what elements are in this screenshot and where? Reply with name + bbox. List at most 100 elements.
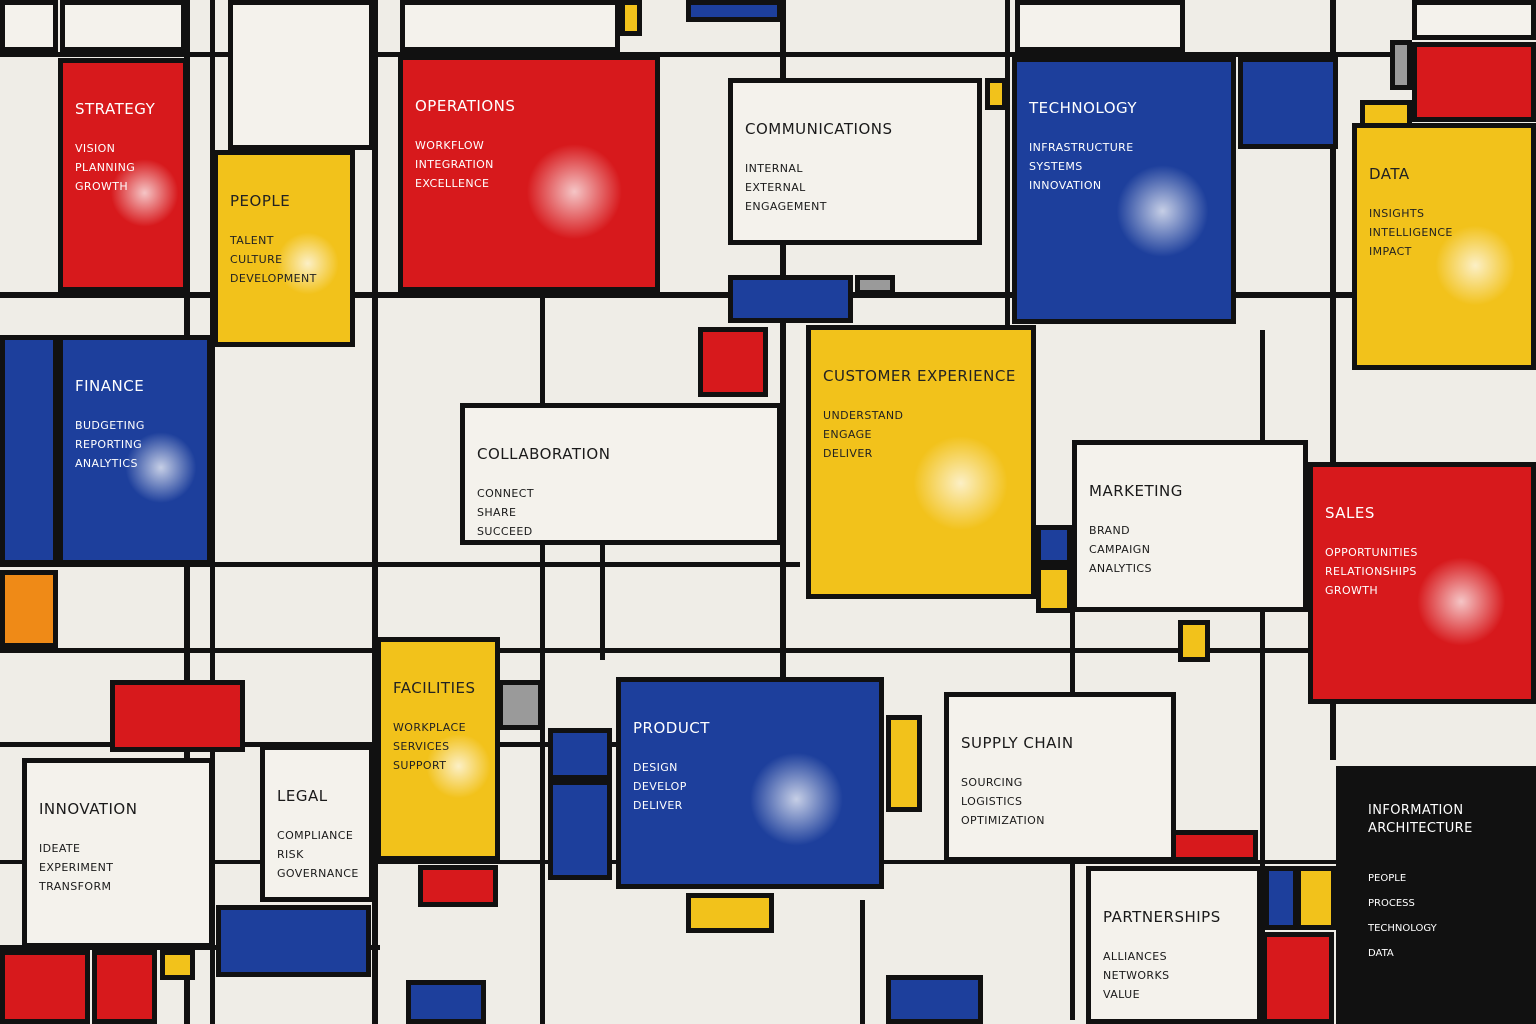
legend-label: TECHNOLOGY (1368, 923, 1437, 934)
panel-item: TALENT (230, 234, 274, 247)
grid-line (600, 540, 605, 660)
block (548, 728, 612, 780)
grid-line (0, 648, 1536, 653)
block (886, 715, 922, 812)
grid-line (210, 0, 215, 1024)
block (1264, 866, 1298, 930)
panel: PARTNERSHIPS ALLIANCES NETWORKS VALUE (1086, 866, 1262, 1024)
legend-label: PEOPLE (1368, 873, 1407, 884)
panel: INNOVATION IDEATE EXPERIMENT TRANSFORM (22, 758, 214, 948)
panel-item: SUCCEED (477, 525, 533, 538)
block (0, 950, 90, 1024)
panel-item: SERVICES (393, 740, 450, 753)
panel-item: INFRASTRUCTURE (1029, 141, 1134, 154)
panel-item: INNOVATION (1029, 179, 1102, 192)
panel: SALES OPPORTUNITIES RELATIONSHIPS GROWTH (1308, 462, 1536, 704)
block (0, 0, 58, 52)
panel-item: ANALYTICS (75, 457, 138, 470)
panel: CUSTOMER EXPERIENCE UNDERSTAND ENGAGE DELIV… (806, 325, 1036, 599)
panel-item: DEVELOPMENT (230, 272, 317, 285)
panel-item: DELIVER (633, 799, 683, 812)
panel-item: LOGISTICS (961, 795, 1023, 808)
panel-title: SALES (1325, 504, 1375, 522)
panel-title: PARTNERSHIPS (1103, 908, 1221, 926)
block (498, 680, 543, 730)
block (110, 680, 245, 752)
panel-item: ENGAGE (823, 428, 872, 441)
grid-line (780, 0, 786, 700)
block (1390, 40, 1412, 90)
panel-title: MARKETING (1089, 482, 1183, 500)
legend: INFORMATION ARCHITECTURE PEOPLE PROCESS TEC… (1336, 766, 1536, 1024)
block (160, 950, 195, 980)
panel-title: PRODUCT (633, 719, 710, 737)
panel-item: ENGAGEMENT (745, 200, 827, 213)
block (0, 335, 58, 565)
panel-item: BUDGETING (75, 419, 145, 432)
panel-title: LEGAL (277, 787, 328, 805)
block (1036, 525, 1072, 565)
panel-item: SYSTEMS (1029, 160, 1083, 173)
panel-item: BRAND (1089, 524, 1130, 537)
legend-entry: TECHNOLOGY (1368, 916, 1516, 941)
panel: PRODUCT DESIGN DEVELOP DELIVER (616, 677, 884, 889)
panel-item: SHARE (477, 506, 517, 519)
panel-item: CONNECT (477, 487, 534, 500)
block (1412, 0, 1536, 40)
panel: FACILITIES WORKPLACE SERVICES SUPPORT (376, 637, 500, 861)
grid-line (0, 52, 1536, 57)
panel: FINANCE BUDGETING REPORTING ANALYTICS (58, 335, 212, 565)
panel-title: CUSTOMER EXPERIENCE (823, 367, 1016, 385)
panel-item: INTEGRATION (415, 158, 494, 171)
block (620, 0, 642, 36)
panel-item: COMPLIANCE (277, 829, 354, 842)
panel: OPERATIONS WORKFLOW INTEGRATION EXCELLENCE (398, 55, 660, 292)
panel-item: IDEATE (39, 842, 81, 855)
block (886, 975, 983, 1024)
block (1238, 57, 1338, 149)
panel-item: GROWTH (75, 180, 129, 193)
block (418, 865, 498, 907)
panel-item: DESIGN (633, 761, 678, 774)
panel-item: WORKFLOW (415, 139, 485, 152)
legend-label: DATA (1368, 948, 1394, 959)
grid-line (1005, 0, 1010, 330)
panel-item: EXCELLENCE (415, 177, 490, 190)
block (728, 275, 853, 323)
grid-line (860, 900, 865, 1024)
panel-item: NETWORKS (1103, 969, 1170, 982)
panel: COMMUNICATIONS INTERNAL EXTERNAL ENGAGEMENT (728, 78, 982, 245)
panel-item: TRANSFORM (39, 880, 112, 893)
panel: COLLABORATION CONNECT SHARE SUCCEED (460, 403, 782, 545)
panel-item: INTELLIGENCE (1369, 226, 1453, 239)
panel-item: RISK (277, 848, 304, 861)
panel-title: FINANCE (75, 377, 145, 395)
panel-item: ANALYTICS (1089, 562, 1152, 575)
panel-item: SUPPORT (393, 759, 447, 772)
grid-line (540, 290, 545, 1024)
panel-title: DATA (1369, 165, 1410, 183)
panel-title: PEOPLE (230, 192, 291, 210)
panel-title: STRATEGY (75, 100, 156, 118)
block (548, 780, 612, 880)
panel-item: DELIVER (823, 447, 873, 460)
grid-line (0, 562, 800, 567)
panel-item: CULTURE (230, 253, 283, 266)
panel-title: FACILITIES (393, 679, 476, 697)
block (216, 905, 371, 977)
block (92, 950, 157, 1024)
panel-title: COMMUNICATIONS (745, 120, 893, 138)
block (686, 0, 782, 22)
panel-item: OPPORTUNITIES (1325, 546, 1418, 559)
panel: MARKETING BRAND CAMPAIGN ANALYTICS (1072, 440, 1308, 612)
block (1178, 620, 1210, 662)
grid-line (1260, 330, 1265, 1024)
panel-item: ALLIANCES (1103, 950, 1167, 963)
panel-item: CAMPAIGN (1089, 543, 1151, 556)
panel: TECHNOLOGY INFRASTRUCTURE SYSTEMS INNOVATIO… (1012, 57, 1236, 324)
block (686, 893, 774, 933)
block (1015, 0, 1185, 52)
legend-title: INFORMATION ARCHITECTURE (1368, 803, 1473, 836)
panel-title: INNOVATION (39, 800, 138, 818)
